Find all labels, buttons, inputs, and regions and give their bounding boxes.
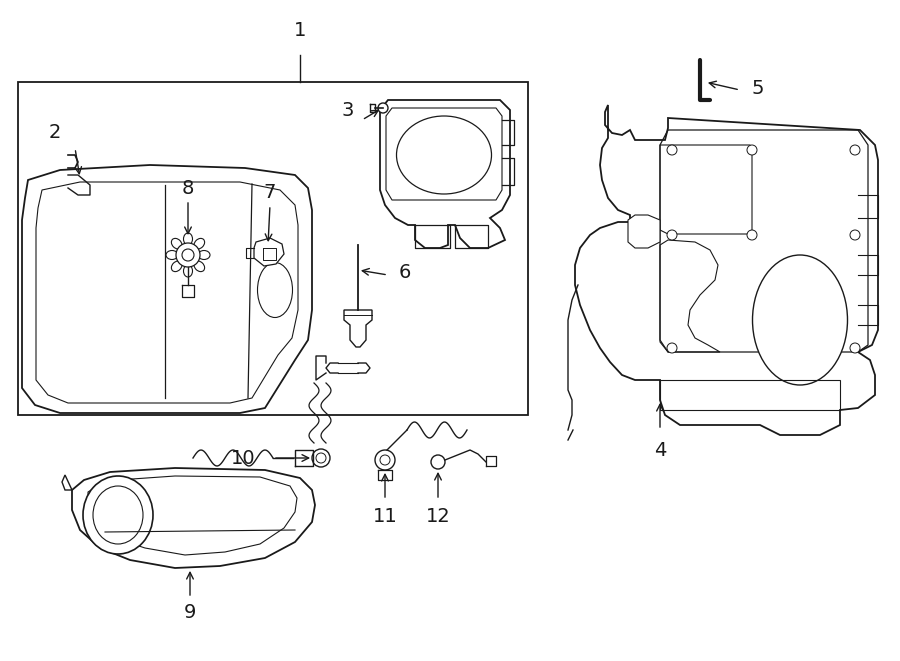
Text: 10: 10: [230, 449, 256, 467]
PathPatch shape: [62, 475, 72, 490]
Ellipse shape: [194, 261, 204, 272]
Circle shape: [182, 249, 194, 261]
Circle shape: [378, 103, 388, 113]
Circle shape: [850, 230, 860, 240]
Text: 6: 6: [399, 264, 411, 282]
Circle shape: [667, 343, 677, 353]
Ellipse shape: [194, 239, 204, 249]
PathPatch shape: [575, 105, 878, 435]
Ellipse shape: [397, 116, 491, 194]
PathPatch shape: [22, 165, 312, 413]
Ellipse shape: [312, 449, 330, 467]
Text: 3: 3: [342, 100, 355, 120]
Text: 7: 7: [264, 182, 276, 202]
Circle shape: [667, 145, 677, 155]
Ellipse shape: [166, 251, 178, 260]
Bar: [18, 82, 528, 415]
PathPatch shape: [72, 468, 315, 568]
PathPatch shape: [344, 310, 372, 347]
Text: 11: 11: [373, 506, 398, 525]
Text: 12: 12: [426, 506, 450, 525]
Circle shape: [176, 243, 200, 267]
Text: 1: 1: [293, 20, 306, 40]
Circle shape: [747, 145, 757, 155]
Circle shape: [850, 145, 860, 155]
Circle shape: [850, 343, 860, 353]
Text: 2: 2: [49, 124, 61, 143]
Text: 9: 9: [184, 602, 196, 621]
Ellipse shape: [198, 251, 210, 260]
Text: 8: 8: [182, 178, 194, 198]
Ellipse shape: [93, 486, 143, 544]
Ellipse shape: [171, 239, 182, 249]
PathPatch shape: [254, 238, 284, 266]
Circle shape: [747, 230, 757, 240]
PathPatch shape: [380, 100, 510, 248]
PathPatch shape: [628, 215, 660, 248]
Ellipse shape: [375, 450, 395, 470]
Ellipse shape: [752, 255, 848, 385]
Ellipse shape: [431, 455, 445, 469]
Ellipse shape: [316, 453, 326, 463]
Text: 4: 4: [653, 440, 666, 459]
Ellipse shape: [171, 261, 182, 272]
Circle shape: [667, 230, 677, 240]
Ellipse shape: [184, 265, 193, 277]
Text: 5: 5: [752, 79, 764, 98]
Ellipse shape: [184, 233, 193, 245]
Ellipse shape: [380, 455, 390, 465]
Ellipse shape: [83, 476, 153, 554]
